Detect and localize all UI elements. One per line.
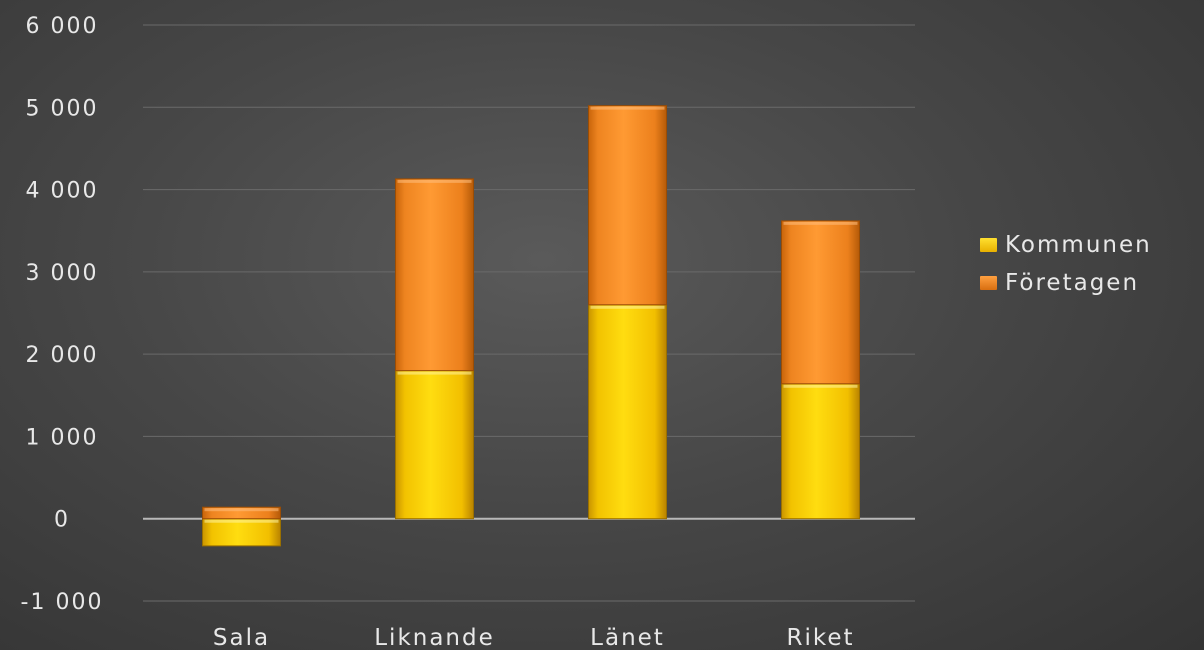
y-tick-label: 2 000 <box>26 343 99 368</box>
bar-segment <box>202 518 281 547</box>
bar-bevel <box>204 519 279 523</box>
bar-kommunen-sala <box>202 518 281 547</box>
legend-item-foretagen: Företagen <box>980 264 1152 302</box>
bar-kommunen-riket <box>781 383 860 520</box>
x-tick-label: Riket <box>786 625 854 650</box>
bar-bevel <box>397 371 472 375</box>
y-tick-label: 4 000 <box>26 179 99 204</box>
bar-bevel <box>397 179 472 183</box>
bar-segment <box>781 220 860 385</box>
y-axis: -1 000 0 1 000 2 000 3 000 4 000 5 000 6 000 <box>21 14 104 615</box>
y-tick-label: 1 000 <box>26 425 99 450</box>
legend-label-kommunen: Kommunen <box>1005 232 1152 258</box>
bar-bevel <box>204 508 279 512</box>
bar-segment <box>395 370 474 520</box>
legend-label-foretagen: Företagen <box>1005 270 1140 296</box>
y-tick-label: 0 <box>54 508 70 533</box>
bar-bevel <box>783 221 858 225</box>
bar-segment <box>588 105 667 306</box>
legend-item-kommunen: Kommunen <box>980 226 1152 264</box>
bar-f-retagen-liknande <box>395 178 474 372</box>
y-tick-label: 3 000 <box>26 261 99 286</box>
bar-bevel <box>783 384 858 388</box>
legend-swatch-foretagen <box>980 276 997 290</box>
x-tick-label: Sala <box>213 625 270 650</box>
bar-segment <box>202 506 281 520</box>
bar-segment <box>395 178 474 372</box>
bars <box>202 105 860 547</box>
x-axis: Sala Liknande Länet Riket <box>213 625 854 650</box>
bar-f-retagen-riket <box>781 220 860 385</box>
bar-f-retagen-l-net <box>588 105 667 306</box>
bar-f-retagen-sala <box>202 506 281 520</box>
y-tick-label: -1 000 <box>21 590 104 615</box>
x-tick-label: Liknande <box>374 625 495 650</box>
bar-segment <box>781 383 860 520</box>
bar-kommunen-l-net <box>588 304 667 520</box>
y-tick-label: 5 000 <box>26 96 99 121</box>
bar-bevel <box>590 305 665 309</box>
bar-kommunen-liknande <box>395 370 474 520</box>
bar-bevel <box>590 106 665 110</box>
legend-swatch-kommunen <box>980 238 997 252</box>
bar-segment <box>588 304 667 520</box>
y-tick-label: 6 000 <box>26 14 99 39</box>
legend: Kommunen Företagen <box>980 226 1152 302</box>
x-tick-label: Länet <box>590 625 665 650</box>
